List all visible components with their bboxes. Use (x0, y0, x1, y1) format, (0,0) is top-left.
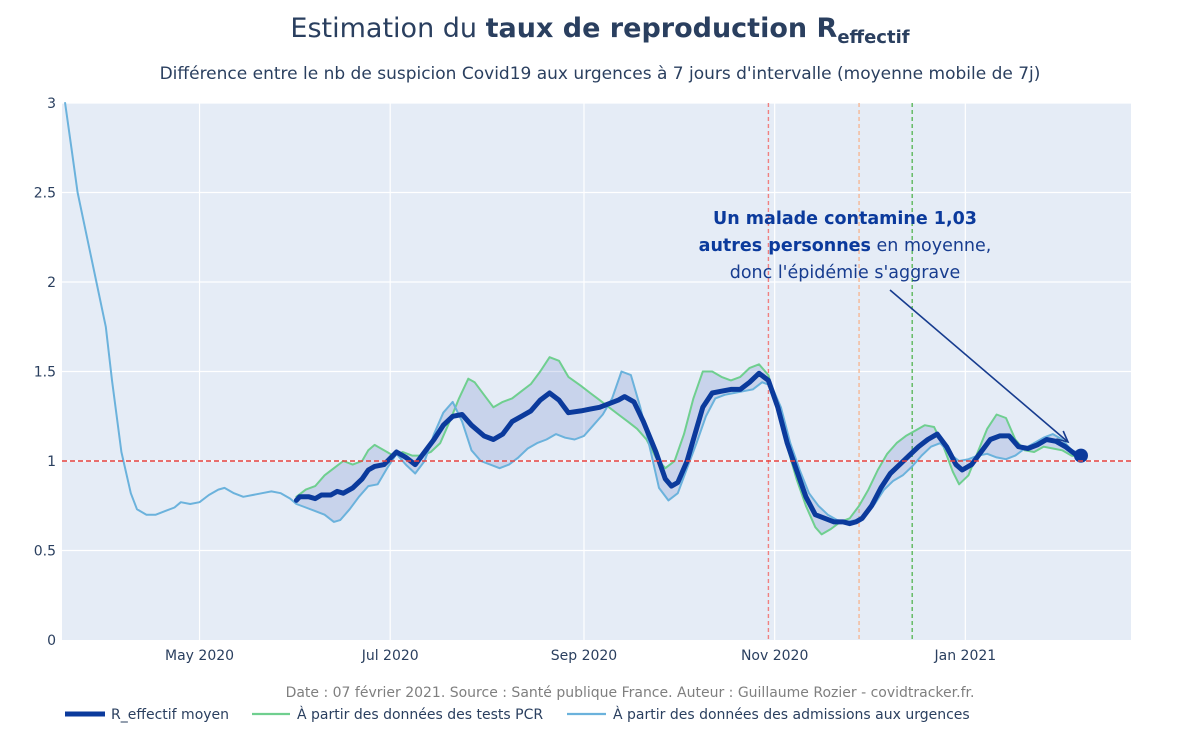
chart-subtitle: Différence entre le nb de suspicion Covi… (160, 64, 1041, 84)
x-tick-label: May 2020 (165, 648, 234, 664)
y-tick-label: 2 (47, 275, 56, 291)
last-point-marker (1073, 448, 1088, 463)
y-tick-label: 0.5 (34, 544, 56, 560)
grid-lines (62, 102, 1131, 640)
annotation-arrowhead (1056, 430, 1070, 444)
y-axis-ticks: 0 0.5 1 1.5 2 2.5 3 (34, 96, 56, 649)
annotation: Un malade contamine 1,03 autres personne… (699, 209, 1070, 444)
y-tick-label: 1.5 (34, 365, 56, 381)
y-tick-label: 0 (47, 633, 56, 649)
x-tick-label: Sep 2020 (551, 648, 617, 664)
chart-title: Estimation du taux de reproduction Reffe… (290, 13, 909, 48)
legend-label-urgences: À partir des données des admissions aux … (613, 706, 970, 723)
y-tick-label: 1 (47, 454, 56, 470)
x-axis-ticks: May 2020 Jul 2020 Sep 2020 Nov 2020 Jan 2021 (165, 648, 996, 664)
legend: R_effectif moyen À partir des données de… (65, 706, 970, 723)
uncertainty-band (296, 357, 1081, 535)
annotation-line-1: Un malade contamine 1,03 (713, 209, 977, 229)
annotation-line-2: autres personnes en moyenne, (699, 236, 992, 256)
source-note: Date : 07 février 2021. Source : Santé p… (286, 685, 975, 701)
y-tick-label: 3 (47, 96, 56, 112)
x-tick-label: Nov 2020 (741, 648, 808, 664)
x-tick-label: Jan 2021 (934, 648, 997, 664)
band-fill (296, 357, 1081, 535)
annotation-arrow (889, 289, 1069, 443)
y-tick-label: 2.5 (34, 186, 56, 202)
legend-label-pcr: À partir des données des tests PCR (297, 706, 543, 723)
x-tick-label: Jul 2020 (361, 648, 419, 664)
legend-label-r-moyen: R_effectif moyen (111, 707, 229, 723)
annotation-line-3: donc l'épidémie s'aggrave (730, 263, 961, 283)
series-urgences-line (64, 102, 1082, 523)
vertical-markers (767, 103, 913, 640)
